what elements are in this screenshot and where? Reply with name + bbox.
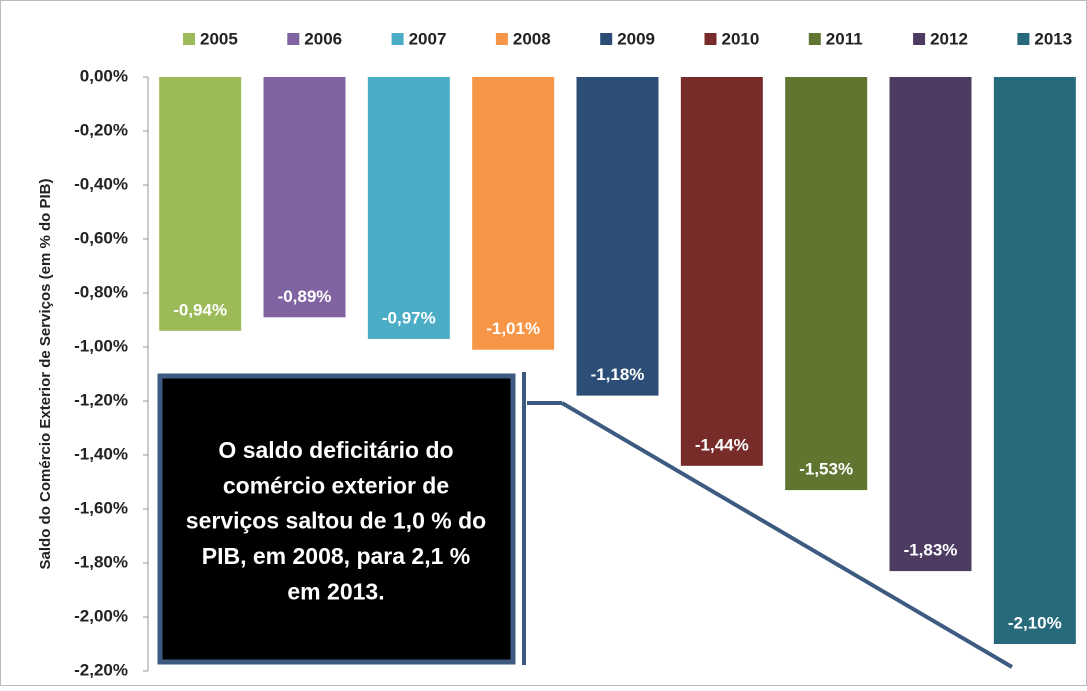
value-label: -2,10% [1008,613,1062,632]
value-label: -1,44% [695,435,749,454]
legend-swatch [600,33,613,45]
y-tick-label: -1,80% [74,552,128,571]
bar [576,77,659,396]
bar [263,77,346,318]
y-tick-label: 0,00% [80,66,128,85]
bar [889,77,972,572]
annotation-box [157,373,516,665]
y-tick-label: -1,00% [74,336,128,355]
legend-swatch [183,33,195,45]
value-label: -1,53% [799,460,853,479]
y-tick-label: -0,60% [74,228,128,247]
legend-label: 2005 [200,29,238,48]
legend-label: 2009 [617,29,655,48]
y-tick-label: -1,40% [74,444,128,463]
y-tick-label: -0,20% [74,120,128,139]
value-label: -1,01% [486,319,540,338]
annotation-text: PIB, em 2008, para 2,1 % [202,543,471,569]
legend-swatch [495,33,508,45]
y-axis-label: Saldo do Comércio Exterior de Serviços (… [37,179,54,570]
y-tick-label: -0,80% [74,282,128,301]
y-tick-label: -0,40% [74,174,128,193]
value-label: -1,83% [904,541,958,560]
legend-label: 2013 [1034,29,1072,48]
y-tick-label: -1,60% [74,498,128,517]
annotation-text: em 2013. [287,578,384,604]
y-tick-label: -1,20% [74,390,128,409]
legend-swatch [287,33,300,45]
bar [367,77,450,339]
bar [472,77,555,350]
legend-swatch [391,33,404,45]
legend-label: 2011 [826,29,863,48]
bar [680,77,763,466]
bar [785,77,868,491]
value-label: -1,18% [591,365,645,384]
legend-swatch [913,33,926,45]
legend-swatch [704,33,717,45]
legend-label: 2006 [304,29,342,48]
value-label: -0,94% [173,300,227,319]
value-label: -0,89% [278,287,332,306]
bar [993,77,1076,644]
legend-swatch [808,33,821,45]
legend-label: 2012 [930,29,968,48]
legend-label: 2007 [409,29,447,48]
y-tick-label: -2,00% [74,606,128,625]
y-tick-label: -2,20% [74,660,128,679]
annotation-text: serviços saltou de 1,0 % do [186,508,486,534]
annotation-text: O saldo deficitário do [218,437,453,463]
legend-label: 2008 [513,29,551,48]
bar [159,77,242,331]
legend-label: 2010 [722,29,760,48]
value-label: -0,97% [382,308,436,327]
connector [560,401,1014,669]
legend-swatch [1017,33,1030,45]
annotation-text: comércio exterior de [223,472,449,498]
